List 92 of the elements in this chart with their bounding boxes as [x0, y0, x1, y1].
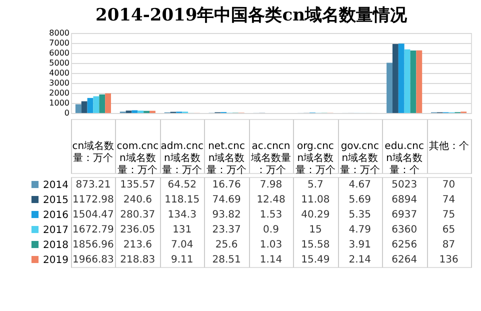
bar — [99, 94, 106, 113]
data-label: 5023 — [392, 180, 418, 190]
data-label: 1172.98 — [72, 194, 114, 206]
data-label: 65 — [442, 224, 456, 236]
data-label: 1.53 — [260, 210, 282, 220]
y-tick-label: 1000 — [49, 98, 70, 108]
y-tick-label: 5000 — [49, 58, 70, 68]
data-label: 3.91 — [348, 240, 372, 250]
bar — [81, 101, 88, 113]
data-label: 2.14 — [348, 254, 372, 266]
data-label: 1856.96 — [72, 240, 114, 250]
data-label: 74 — [442, 194, 456, 206]
data-label: 135.57 — [120, 180, 156, 190]
data-label: 28.51 — [212, 254, 241, 266]
data-label: 74.69 — [212, 194, 241, 206]
data-label: 134.3 — [168, 210, 196, 220]
data-label: 1966.83 — [72, 254, 114, 266]
legend-label: 2014 — [43, 180, 68, 191]
bar — [404, 49, 410, 113]
data-label: 9.11 — [170, 254, 194, 266]
bar — [132, 110, 138, 113]
x-tick-label: gov.cncn域名数量：万个 — [340, 141, 380, 176]
bar — [416, 50, 422, 113]
chart-title: 2014-2019年中国各类cn域名数量情况 — [96, 6, 408, 26]
data-label: 240.6 — [123, 194, 152, 206]
data-label: 6256 — [392, 240, 418, 250]
data-label: 218.83 — [120, 254, 156, 266]
legend-label: 2019 — [43, 255, 68, 266]
bar — [398, 44, 404, 113]
y-tick-label: 0 — [64, 108, 70, 118]
data-label: 873.21 — [76, 180, 111, 190]
data-label: 23.37 — [212, 224, 241, 236]
data-label: 6360 — [392, 224, 418, 236]
bar — [93, 96, 100, 113]
x-tick-label: 其他：个 — [428, 140, 469, 152]
bar — [410, 50, 416, 113]
x-tick-label: org.cncn域名数量：万个 — [295, 141, 336, 176]
data-label: 6937 — [392, 210, 418, 220]
y-tick-label: 8000 — [49, 28, 70, 38]
y-tick-label: 7000 — [49, 38, 70, 48]
data-label: 136 — [439, 254, 458, 266]
data-label: 213.6 — [123, 240, 152, 250]
legend-label: 2015 — [43, 195, 68, 206]
x-tick-label: com.cncn域名数量：万个 — [116, 141, 159, 176]
x-tick-label: cn域名数量：万个 — [72, 140, 114, 164]
bar — [105, 93, 111, 113]
data-label: 5.7 — [307, 180, 324, 190]
legend-label: 2018 — [43, 240, 68, 251]
bar — [87, 98, 94, 113]
data-label: 15.49 — [301, 254, 330, 266]
data-label: 25.6 — [215, 240, 238, 250]
data-label: 11.08 — [301, 194, 330, 206]
data-label: 4.79 — [348, 224, 372, 236]
data-label: 15.58 — [301, 240, 330, 250]
data-label: 7.98 — [260, 180, 282, 190]
data-label: 1.14 — [260, 254, 282, 266]
y-tick-label: 3000 — [49, 78, 70, 88]
bar — [386, 62, 392, 113]
x-tick-label: net.cncn域名数量：万个 — [206, 141, 247, 176]
data-label: 12.48 — [256, 194, 286, 206]
y-tick-label: 6000 — [49, 48, 70, 58]
data-label: 15 — [309, 224, 322, 236]
legend-label: 2016 — [43, 210, 68, 221]
data-label: 4.67 — [348, 180, 372, 190]
y-tick-label: 4000 — [49, 68, 70, 78]
x-tick-label: adm.cncn域名数量：万个 — [160, 141, 204, 176]
data-label: 5.69 — [348, 194, 372, 206]
data-label: 5.35 — [348, 210, 372, 220]
data-label: 6894 — [392, 194, 418, 206]
data-label: 7.04 — [170, 240, 194, 250]
data-label: 93.82 — [212, 210, 241, 220]
x-tick-label: edu.cncn域名数量：个 — [384, 141, 424, 176]
bar — [75, 104, 82, 113]
data-label: 280.37 — [120, 210, 156, 220]
data-label: 118.15 — [164, 194, 200, 206]
x-tick-label: ac.cncn域名数量：万个 — [250, 141, 291, 176]
data-label: 16.76 — [212, 180, 241, 190]
data-label: 6264 — [392, 254, 418, 266]
data-label: 40.29 — [301, 210, 330, 220]
data-label: 1672.79 — [72, 224, 114, 236]
data-label: 236.05 — [120, 224, 156, 236]
data-label: 0.9 — [263, 224, 279, 236]
legend-label: 2017 — [43, 225, 68, 236]
data-label: 131 — [172, 224, 192, 236]
data-label: 75 — [442, 210, 456, 220]
data-label: 64.52 — [168, 180, 196, 190]
data-label: 1.03 — [260, 240, 282, 250]
data-label: 1504.47 — [72, 210, 114, 220]
y-tick-label: 2000 — [49, 88, 70, 98]
bar — [392, 44, 398, 113]
data-label: 87 — [442, 240, 456, 250]
data-label: 70 — [442, 180, 456, 190]
